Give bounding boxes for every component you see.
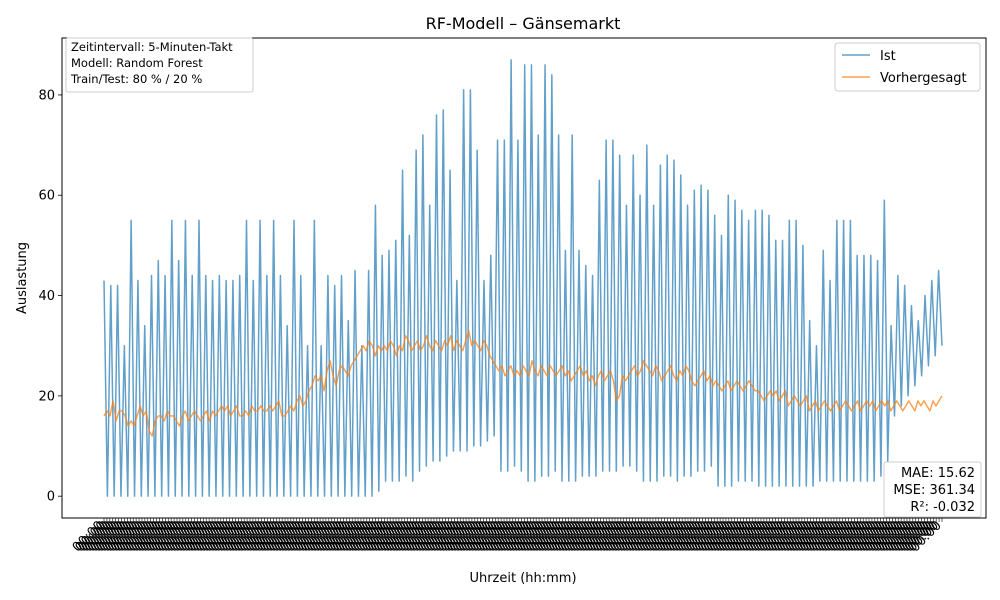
metrics-frame — [883, 461, 982, 518]
legend-label-vorhergesagt: Vorhergesagt — [880, 71, 967, 86]
series-line-ist — [103, 59, 943, 497]
series-line-vorhergesagt — [103, 329, 943, 437]
legend: Ist Vorhergesagt — [834, 42, 981, 92]
y-tick-label: 60 — [38, 189, 55, 204]
info-line-interval: Zeitintervall: 5-Minuten-Takt — [71, 40, 233, 54]
chart-title: RF-Modell – Gänsemarkt — [426, 14, 621, 33]
info-line-model: Modell: Random Forest — [71, 56, 203, 70]
y-tick-label: 20 — [38, 389, 55, 404]
y-tick-label: 40 — [38, 289, 55, 304]
metric-mae: MAE: 15.62 — [901, 466, 975, 481]
metric-r2: R²: -0.032 — [910, 500, 975, 515]
plot-frame — [61, 37, 987, 519]
info-box-frame — [65, 37, 254, 93]
x-axis-label: Uhrzeit (hh:mm) — [469, 571, 576, 586]
info-box: Zeitintervall: 5-Minuten-Takt Modell: Ra… — [65, 37, 254, 93]
info-line-split: Train/Test: 80 % / 20 % — [70, 72, 202, 86]
legend-label-ist: Ist — [880, 49, 896, 64]
metrics-box: MAE: 15.62 MSE: 361.34 R²: -0.032 — [883, 461, 982, 518]
y-tick-label: 0 — [47, 490, 55, 505]
y-axis-label: Auslastung — [15, 242, 30, 314]
metric-mse: MSE: 361.34 — [893, 483, 975, 498]
y-tick-label: 80 — [38, 88, 55, 103]
plot-area: 02040608000:0000:0000:0000:0000:0000:000… — [38, 59, 945, 555]
legend-frame — [834, 42, 981, 92]
